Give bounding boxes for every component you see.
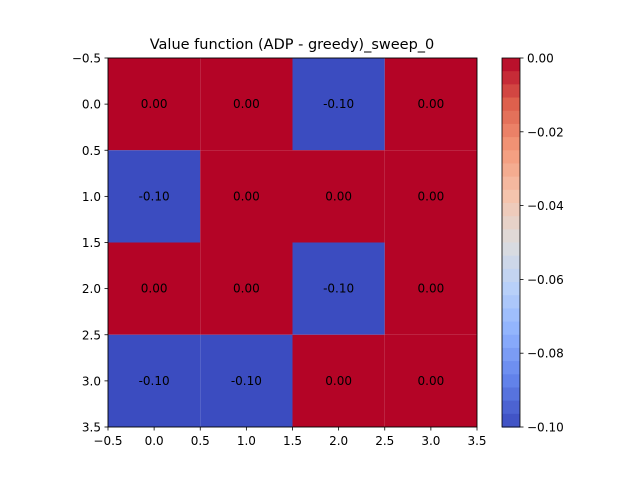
x-tick-label: 0.0 bbox=[145, 434, 164, 448]
x-axis: −0.5 0.0 0.5 1.0 1.5 2.0 2.5 3.0 3.5 bbox=[93, 427, 487, 448]
x-tick-label: 1.0 bbox=[237, 434, 256, 448]
colorbar-band bbox=[502, 229, 520, 244]
cell-label-r3-c0: -0.10 bbox=[139, 374, 170, 388]
cell-label-r3-c2: 0.00 bbox=[325, 374, 352, 388]
heatmap-cell-r1-c2 bbox=[292, 150, 385, 243]
heatmap-cell-r3-c1 bbox=[200, 334, 293, 427]
colorbar-band bbox=[502, 413, 520, 428]
heatmap-cell-r2-c2 bbox=[292, 242, 385, 335]
y-axis: −0.5 0.0 0.5 1.0 1.5 2.0 2.5 3.0 3.5 bbox=[72, 52, 108, 435]
chart-title: Value function (ADP - greedy)_sweep_0 bbox=[150, 37, 435, 53]
y-tick-label: 1.0 bbox=[82, 190, 101, 204]
heatmap-cell-r3-c0 bbox=[108, 334, 201, 427]
colorbar-band bbox=[502, 361, 520, 375]
y-tick-label: −0.5 bbox=[72, 52, 101, 66]
y-tick-label: 0.5 bbox=[82, 144, 101, 158]
cell-label-r2-c1: 0.00 bbox=[233, 282, 260, 296]
y-tick-label: 0.0 bbox=[82, 98, 101, 112]
colorbar-band bbox=[502, 216, 520, 230]
heatmap-cell-labels: 0.00 0.00 -0.10 0.00 -0.10 0.00 0.00 0.00 0.00 0.… bbox=[139, 97, 445, 388]
colorbar-band bbox=[502, 137, 520, 151]
colorbar-tick-label: −0.10 bbox=[527, 421, 564, 435]
colorbar-band bbox=[502, 347, 520, 362]
colorbar-tick-label: −0.08 bbox=[527, 347, 564, 361]
x-tick-label: 2.5 bbox=[375, 434, 394, 448]
colorbar-tick-label: −0.04 bbox=[527, 199, 564, 213]
heatmap-cell-r3-c3 bbox=[384, 334, 477, 427]
colorbar-band bbox=[502, 387, 520, 402]
colorbar-band bbox=[502, 202, 520, 217]
heatmap-cell-r0-c1 bbox=[200, 58, 293, 151]
colorbar-band bbox=[502, 150, 520, 165]
colorbar-tick-label: −0.02 bbox=[527, 125, 564, 139]
colorbar: 0.00 −0.02 −0.04 −0.06 −0.08 −0.10 bbox=[501, 52, 564, 435]
colorbar-band bbox=[502, 400, 520, 415]
cell-label-r0-c3: 0.00 bbox=[418, 97, 445, 111]
x-tick-label: −0.5 bbox=[93, 434, 122, 448]
x-tick-label: 0.5 bbox=[191, 434, 210, 448]
heatmap-cell-r2-c3 bbox=[384, 242, 477, 335]
colorbar-band bbox=[502, 268, 520, 283]
colorbar-band bbox=[502, 176, 520, 191]
heatmap-cells bbox=[108, 58, 477, 427]
colorbar-band bbox=[502, 97, 520, 112]
heatmap-cell-r0-c2 bbox=[292, 58, 385, 151]
x-tick-label: 2.0 bbox=[329, 434, 348, 448]
cell-label-r3-c3: 0.00 bbox=[418, 374, 445, 388]
cell-label-r1-c3: 0.00 bbox=[418, 189, 445, 203]
colorbar-band bbox=[502, 242, 520, 257]
colorbar-tick-label: 0.00 bbox=[527, 52, 554, 66]
colorbar-band bbox=[502, 84, 520, 99]
colorbar-frame bbox=[501, 57, 521, 428]
heatmap-cell-r1-c3 bbox=[384, 150, 477, 243]
x-tick-label: 3.5 bbox=[467, 434, 486, 448]
cell-label-r1-c0: -0.10 bbox=[139, 189, 170, 203]
heatmap-cell-r1-c0 bbox=[108, 150, 201, 243]
cell-label-r1-c2: 0.00 bbox=[325, 189, 352, 203]
y-tick-label: 2.5 bbox=[82, 328, 101, 342]
cell-label-r2-c0: 0.00 bbox=[141, 282, 168, 296]
colorbar-band bbox=[502, 374, 520, 389]
cell-label-r0-c1: 0.00 bbox=[233, 97, 260, 111]
heatmap-cell-r0-c0 bbox=[108, 58, 201, 151]
colorbar-band bbox=[502, 123, 520, 138]
cell-label-r0-c0: 0.00 bbox=[141, 97, 168, 111]
heatmap-cell-r2-c0 bbox=[108, 242, 201, 335]
cell-label-r3-c1: -0.10 bbox=[231, 374, 262, 388]
y-tick-label: 3.0 bbox=[82, 374, 101, 388]
y-tick-label: 1.5 bbox=[82, 236, 101, 250]
colorbar-band bbox=[502, 58, 520, 72]
colorbar-band bbox=[502, 321, 520, 336]
colorbar-band bbox=[502, 282, 520, 296]
colorbar-band bbox=[502, 71, 520, 85]
y-tick-label: 3.5 bbox=[82, 421, 101, 435]
cell-label-r2-c3: 0.00 bbox=[418, 282, 445, 296]
x-tick-label: 1.5 bbox=[283, 434, 302, 448]
colorbar-band bbox=[502, 110, 520, 125]
colorbar-band bbox=[502, 308, 520, 323]
heatmap-cell-r3-c2 bbox=[292, 334, 385, 427]
colorbar-band bbox=[502, 334, 520, 349]
cell-label-r0-c2: -0.10 bbox=[323, 97, 354, 111]
cell-label-r1-c1: 0.00 bbox=[233, 189, 260, 203]
heatmap-cell-r1-c1 bbox=[200, 150, 293, 243]
colorbar-band bbox=[502, 255, 520, 270]
colorbar-band bbox=[502, 295, 520, 309]
y-tick-label: 2.0 bbox=[82, 282, 101, 296]
heatmap-cell-r2-c1 bbox=[200, 242, 293, 335]
x-tick-label: 3.0 bbox=[421, 434, 440, 448]
cell-label-r2-c2: -0.10 bbox=[323, 282, 354, 296]
colorbar-band bbox=[502, 163, 520, 178]
heatmap-cell-r0-c3 bbox=[384, 58, 477, 151]
colorbar-band bbox=[502, 189, 520, 204]
colorbar-tick-label: −0.06 bbox=[527, 273, 564, 287]
